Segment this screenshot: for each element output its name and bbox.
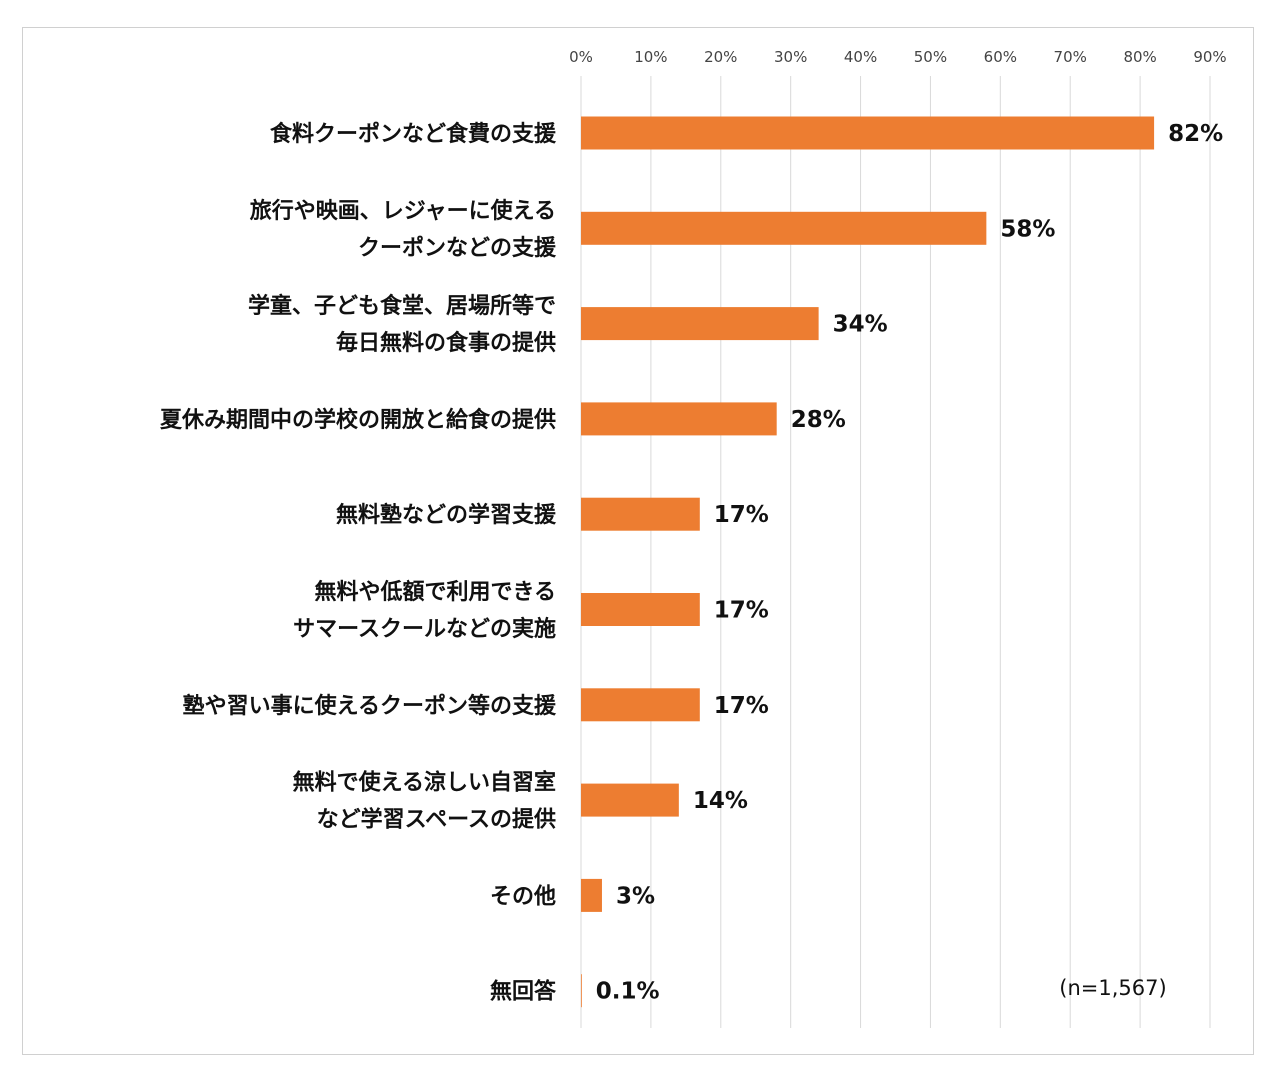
x-tick-label: 70%: [1054, 48, 1087, 66]
x-tick-label: 50%: [914, 48, 947, 66]
bar: [581, 974, 582, 1008]
category-label: 夏休み期間中の学校の開放と給食の提供: [160, 407, 556, 433]
x-tick-label: 30%: [774, 48, 807, 66]
bar-value-label: 17%: [714, 598, 769, 624]
bar-chart: 0% 10% 20% 30% 40% 50% 60% 70% 80% 90% 食料クーポンなど食費…: [160, 48, 1227, 1028]
x-tick-label: 90%: [1193, 48, 1226, 66]
category-label: 無料や低額で利用できる: [314, 579, 556, 605]
category-label: 無回答: [490, 979, 557, 1005]
x-tick-label: 10%: [634, 48, 667, 66]
category-labels: 食料クーポンなど食費の支援旅行や映画、レジャーに使えるクーポンなどの支援学童、子…: [160, 121, 557, 1005]
bar-value-label: 3%: [616, 883, 655, 909]
category-label: 無料塾などの学習支援: [336, 502, 557, 528]
x-tick-label: 40%: [844, 48, 877, 66]
bar-value-label: 82%: [1168, 121, 1223, 147]
bar-value-label: 0.1%: [596, 979, 660, 1005]
value-labels: 82% 58% 34% 28% 17% 17% 17% 14% 3% 0.1%: [596, 121, 1223, 1005]
x-tick-label: 20%: [704, 48, 737, 66]
bar: [581, 211, 987, 245]
x-tick-label: 0%: [569, 48, 593, 66]
category-label: など学習スペースの提供: [317, 807, 556, 833]
chart-frame: 0% 10% 20% 30% 40% 50% 60% 70% 80% 90% 食料クーポンなど食費…: [22, 27, 1254, 1055]
category-label: その他: [490, 884, 556, 909]
sample-size-note: (n=1,567): [1059, 976, 1166, 1000]
bar-value-label: 17%: [714, 502, 769, 528]
bar: [581, 783, 679, 817]
category-label: 学童、子ども食堂、居場所等で: [248, 293, 556, 319]
bars: [581, 116, 1155, 1008]
bar: [581, 593, 700, 626]
category-label: 塾や習い事に使えるクーポン等の支援: [183, 693, 557, 719]
bar: [581, 688, 700, 722]
bar: [581, 402, 777, 436]
bar: [581, 116, 1155, 150]
category-label: 毎日無料の食事の提供: [336, 330, 556, 356]
bar: [581, 497, 700, 531]
x-axis-ticks: 0% 10% 20% 30% 40% 50% 60% 70% 80% 90%: [569, 48, 1227, 66]
bar: [581, 307, 819, 341]
category-label: 無料で使える涼しい自習室: [293, 770, 556, 796]
bar-value-label: 28%: [791, 407, 846, 433]
bar-value-label: 14%: [693, 788, 748, 814]
x-tick-label: 60%: [984, 48, 1017, 66]
bar-value-label: 34%: [833, 312, 888, 338]
x-tick-label: 80%: [1123, 48, 1156, 66]
bar: [581, 878, 602, 912]
category-label: サマースクールなどの実施: [293, 616, 556, 642]
category-label: クーポンなどの支援: [358, 235, 557, 261]
bar-value-label: 17%: [714, 693, 769, 719]
category-label: 食料クーポンなど食費の支援: [270, 121, 557, 147]
category-label: 旅行や映画、レジャーに使える: [250, 198, 556, 224]
bar-value-label: 58%: [1000, 216, 1055, 242]
